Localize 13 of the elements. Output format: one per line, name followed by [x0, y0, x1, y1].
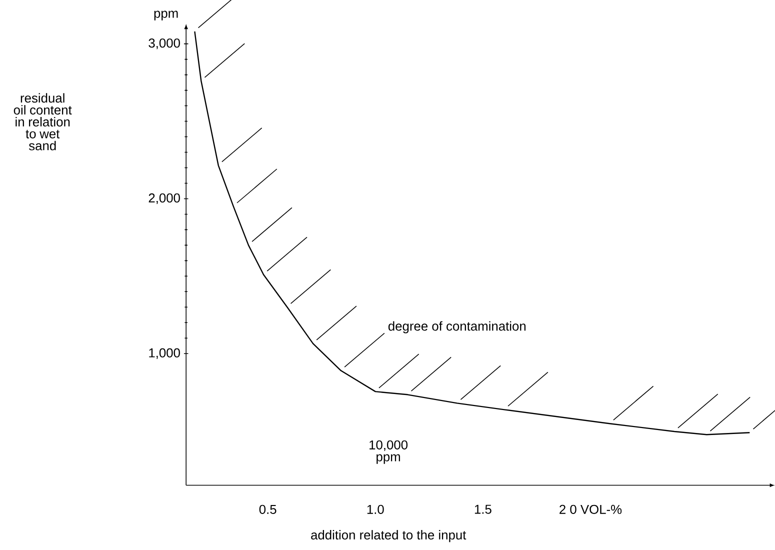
y-tick-label: 1,000	[149, 348, 180, 359]
text: ppm	[154, 10, 178, 20]
x-tick-label: 1.0	[367, 504, 384, 514]
x-tick-label: 1.5	[474, 504, 492, 514]
x-tick-label: 0.5	[259, 504, 276, 514]
annotation: 10,000 ppm	[370, 440, 408, 464]
text: residual oil content in relation to wet sand	[14, 93, 72, 150]
line-series	[194, 30, 750, 436]
y-tick-label: 2,000	[148, 193, 180, 204]
x-tick-label: 2 0 VOL-%	[560, 504, 622, 514]
annotation: degree of contamination	[388, 321, 526, 334]
y-tick-label: 3,000	[148, 38, 180, 50]
x-axis-title: addition related to the input	[311, 530, 466, 542]
